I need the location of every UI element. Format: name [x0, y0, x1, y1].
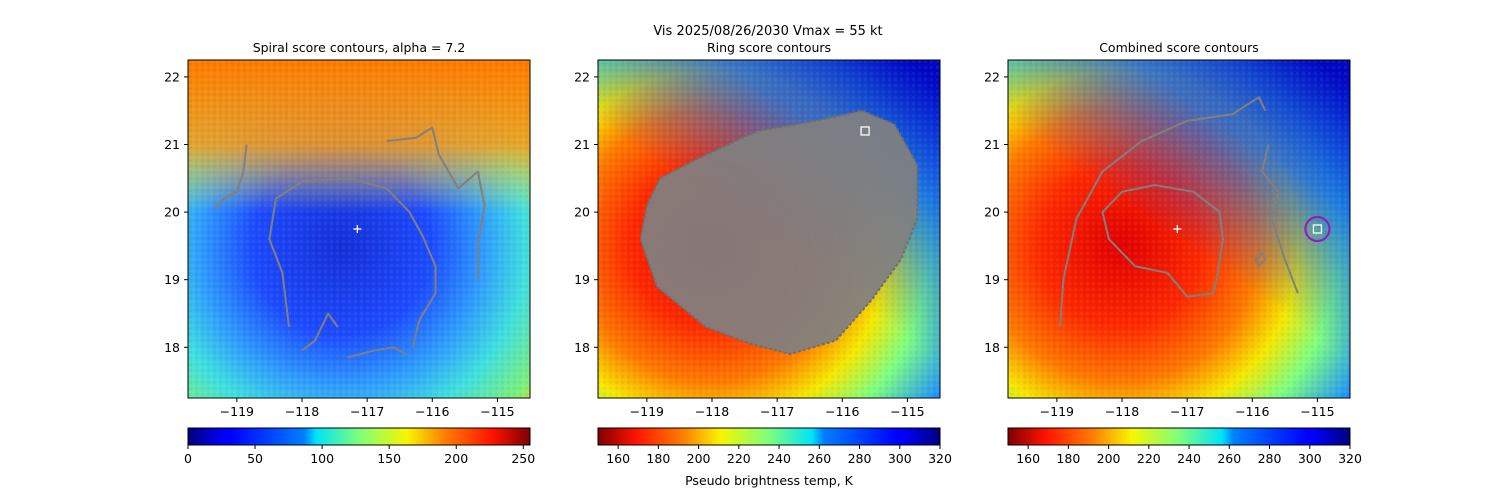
- axes-frame: [597, 59, 941, 399]
- colorbar-tick-label: 300: [888, 451, 912, 466]
- contour-line-5: [347, 346, 407, 359]
- contour-line-1: [1101, 184, 1224, 298]
- panel-title: Ring score contours: [707, 40, 831, 55]
- contour-line-4: [1254, 251, 1267, 267]
- contour-line-2: [386, 126, 486, 280]
- colorbar-tick-label: 320: [1338, 451, 1362, 466]
- contour-line-1: [268, 177, 437, 348]
- contour-line-2: [1059, 96, 1267, 328]
- axes-frame: [1007, 59, 1351, 399]
- x-tick-label: −119: [630, 404, 664, 419]
- ring-score-region: [640, 110, 918, 355]
- y-tick-label: 20: [164, 205, 180, 220]
- colorbar-tick-label: 150: [377, 451, 401, 466]
- y-tick-label: 22: [574, 69, 590, 84]
- x-tick-label: −117: [760, 404, 794, 419]
- x-tick-label: −115: [890, 404, 924, 419]
- heatmap-image: [1008, 60, 1350, 398]
- x-tick-label: −116: [1235, 404, 1269, 419]
- panel-1: Spiral score contours, alpha = 7.2 −119 −1…: [164, 40, 535, 466]
- y-tick-label: 21: [984, 137, 1000, 152]
- best-fit-square: [1312, 224, 1323, 234]
- colorbar-tick-label: 260: [807, 451, 831, 466]
- x-tick-label: −118: [1105, 404, 1139, 419]
- y-tick-label: 22: [984, 69, 1000, 84]
- colorbar-label: Pseudo brightness temp, K: [685, 473, 854, 488]
- contour-line-3: [213, 144, 248, 210]
- colorbar-tick-label: 50: [247, 451, 263, 466]
- x-tick-label: −119: [1040, 404, 1074, 419]
- colorbar-tick-label: 260: [1217, 451, 1241, 466]
- x-tick-label: −117: [1170, 404, 1204, 419]
- colorbar-tick-label: 220: [727, 451, 751, 466]
- contour-line-4: [301, 312, 339, 352]
- colorbar-tick-label: 250: [511, 451, 535, 466]
- y-tick-label: 19: [164, 272, 180, 287]
- y-tick-label: 18: [574, 340, 590, 355]
- colorbar-tick-label: 0: [184, 451, 192, 466]
- y-tick-label: 20: [574, 205, 590, 220]
- colorbar-gradient: [1007, 427, 1351, 446]
- colorbar-tick-label: 200: [1097, 451, 1121, 466]
- axes-frame: [187, 59, 531, 399]
- colorbar: 160 180 200 220 240 260 280 300 320: [1007, 427, 1362, 466]
- x-tick-label: −116: [825, 404, 859, 419]
- colorbar-tick-label: 280: [848, 451, 872, 466]
- best-fit-square: [860, 126, 870, 136]
- colorbar-gradient: [597, 427, 941, 446]
- colorbar-tick-label: 180: [646, 451, 670, 466]
- y-tick-label: 21: [574, 137, 590, 152]
- colorbar-tick-label: 220: [1137, 451, 1161, 466]
- y-tick-label: 18: [164, 340, 180, 355]
- colorbar-tick-label: 240: [1177, 451, 1201, 466]
- x-tick-label: −118: [695, 404, 729, 419]
- x-tick-label: −115: [480, 404, 514, 419]
- colorbar-tick-label: 180: [1056, 451, 1080, 466]
- best-fit-circle: [1304, 215, 1331, 243]
- y-tick-label: 18: [984, 340, 1000, 355]
- figure-suptitle: Vis 2025/08/26/2030 Vmax = 55 kt: [653, 24, 882, 39]
- x-tick-label: −119: [220, 404, 254, 419]
- x-tick-label: −118: [285, 404, 319, 419]
- y-tick-label: 20: [984, 205, 1000, 220]
- x-tick-label: −116: [415, 404, 449, 419]
- heatmap-image: [598, 60, 940, 398]
- colorbar-tick-label: 240: [767, 451, 791, 466]
- colorbar-tick-label: 160: [606, 451, 630, 466]
- colorbar-tick-label: 100: [310, 451, 334, 466]
- panel-3: Combined score contours −119 −118 −117 −116 −…: [984, 40, 1362, 466]
- colorbar-tick-label: 320: [928, 451, 952, 466]
- panel-title: Spiral score contours, alpha = 7.2: [253, 40, 466, 55]
- panel-2: Ring score contours −119 −118 −117 −116 −115 1…: [574, 40, 952, 488]
- heatmap-image: [188, 60, 530, 398]
- colorbar-tick-label: 300: [1298, 451, 1322, 466]
- colorbar-tick-label: 200: [687, 451, 711, 466]
- colorbar-tick-label: 160: [1016, 451, 1040, 466]
- colorbar: 160 180 200 220 240 260 280 300 320 Pseudo bright…: [597, 427, 952, 488]
- x-tick-label: −115: [1300, 404, 1334, 419]
- colorbar-tick-label: 200: [444, 451, 468, 466]
- ring-score-edge: [639, 109, 919, 356]
- panels: Spiral score contours, alpha = 7.2 −119 −1…: [164, 40, 1362, 488]
- panel-title: Combined score contours: [1099, 40, 1259, 55]
- y-tick-label: 22: [164, 69, 180, 84]
- colorbar-gradient: [187, 427, 531, 446]
- colorbar: 0 50 100 150 200 250: [184, 427, 535, 466]
- colorbar-tick-label: 280: [1258, 451, 1282, 466]
- x-tick-label: −117: [350, 404, 384, 419]
- y-tick-label: 19: [984, 272, 1000, 287]
- y-tick-label: 21: [164, 137, 180, 152]
- y-tick-label: 19: [574, 272, 590, 287]
- contour-line-3: [1261, 144, 1299, 294]
